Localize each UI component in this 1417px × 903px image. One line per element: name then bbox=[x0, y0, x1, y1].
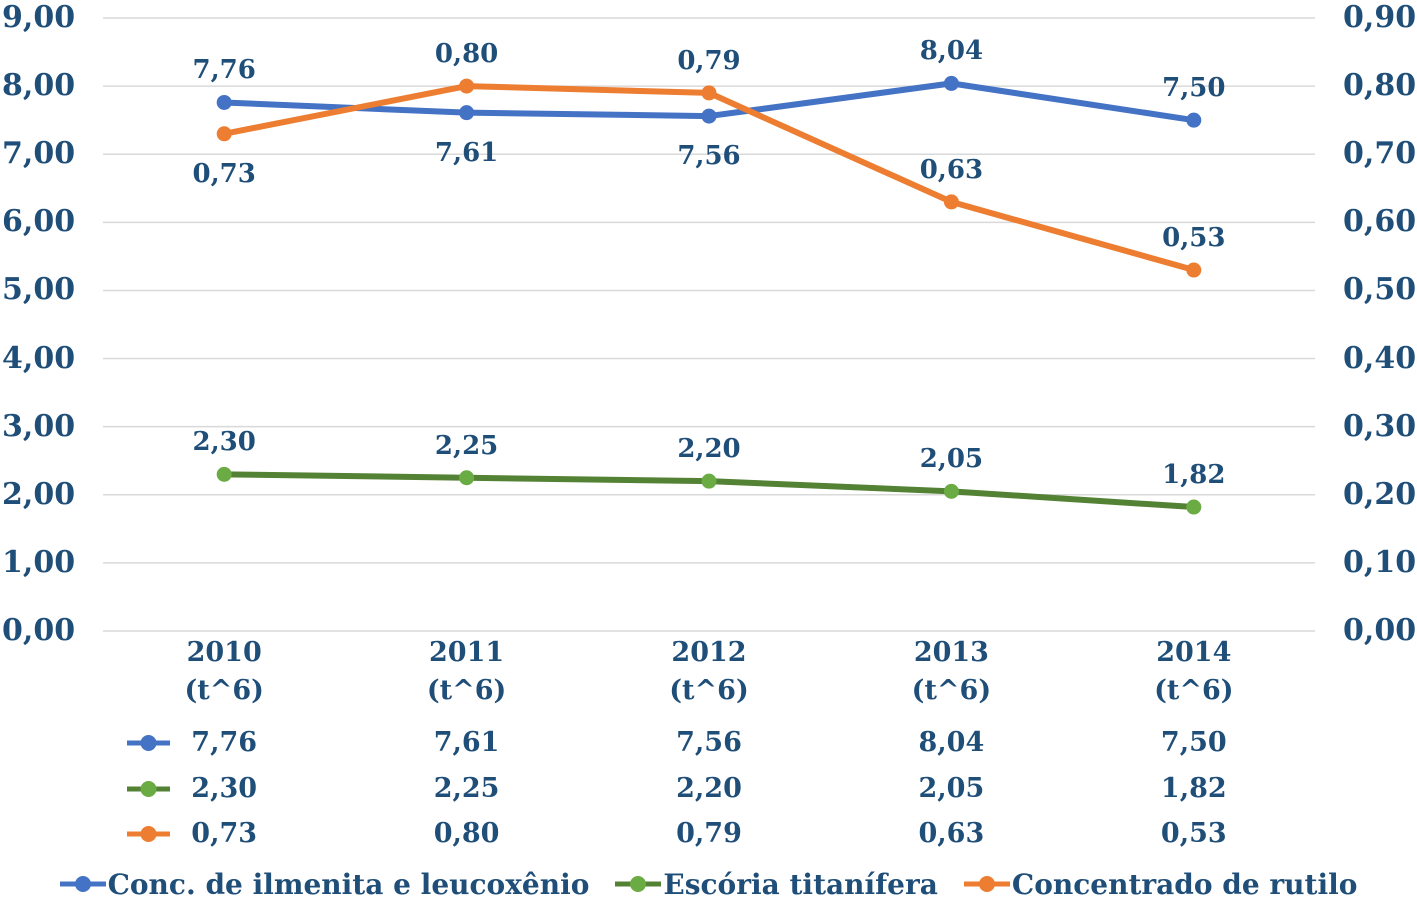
series-marker bbox=[943, 194, 959, 210]
left-axis-tick: 1,00 bbox=[2, 544, 76, 580]
table-value: 1,82 bbox=[1160, 773, 1227, 804]
left-axis-tick: 8,00 bbox=[2, 68, 76, 104]
series-marker bbox=[1186, 262, 1202, 278]
legend-item-2: Concentrado de rutilo bbox=[963, 867, 1358, 901]
legend-label: Escória titanífera bbox=[663, 867, 938, 901]
left-axis-tick: 0,00 bbox=[2, 613, 76, 648]
data-label: 0,73 bbox=[192, 158, 256, 189]
left-axis-tick: 4,00 bbox=[2, 340, 76, 376]
left-axis-tick: 9,00 bbox=[2, 0, 76, 35]
left-axis-tick: 7,00 bbox=[2, 136, 76, 172]
right-axis-tick: 0,90 bbox=[1343, 0, 1417, 35]
legend-key-icon bbox=[963, 876, 1010, 892]
right-axis-tick: 0,70 bbox=[1343, 136, 1417, 172]
right-axis-tick: 0,10 bbox=[1343, 544, 1417, 580]
right-axis-tick: 0,30 bbox=[1343, 408, 1417, 444]
right-axis-tick: 0,00 bbox=[1343, 613, 1417, 648]
data-label: 0,80 bbox=[434, 39, 499, 70]
x-category-year: 2012 bbox=[671, 637, 747, 668]
series-marker bbox=[701, 473, 717, 489]
right-axis-tick: 0,50 bbox=[1343, 272, 1417, 308]
data-label: 7,50 bbox=[1162, 73, 1226, 104]
left-axis-tick: 3,00 bbox=[2, 408, 76, 444]
table-value: 7,50 bbox=[1160, 727, 1227, 758]
table-value: 2,25 bbox=[433, 773, 500, 804]
legend: Conc. de ilmenita e leucoxênio Escória ti… bbox=[0, 864, 1417, 903]
legend-item-1: Escória titanífera bbox=[615, 868, 938, 901]
right-axis-tick: 0,20 bbox=[1343, 476, 1417, 512]
data-label: 8,04 bbox=[919, 36, 984, 67]
legend-label: Conc. de ilmenita e leucoxênio bbox=[107, 867, 590, 901]
legend-key-icon bbox=[615, 876, 662, 892]
left-axis-tick: 2,00 bbox=[2, 476, 76, 512]
data-label: 7,76 bbox=[192, 55, 256, 86]
series-marker bbox=[1186, 499, 1202, 515]
table-key-marker bbox=[140, 735, 157, 751]
x-category-unit: (t^6) bbox=[426, 675, 507, 706]
legend-key-icon bbox=[59, 876, 106, 892]
x-category-year: 2013 bbox=[913, 637, 989, 668]
series-marker bbox=[459, 78, 475, 94]
table-value: 2,20 bbox=[676, 773, 742, 804]
x-category-unit: (t^6) bbox=[184, 675, 264, 706]
data-label: 2,20 bbox=[677, 434, 741, 465]
table-value: 0,63 bbox=[918, 818, 985, 849]
x-category-year: 2011 bbox=[429, 637, 505, 668]
table-value: 7,56 bbox=[676, 727, 742, 758]
left-axis-tick: 6,00 bbox=[2, 204, 76, 240]
table-value: 7,76 bbox=[191, 727, 258, 758]
table-value: 0,80 bbox=[433, 818, 500, 849]
legend-label: Concentrado de rutilo bbox=[1011, 867, 1358, 901]
data-label: 0,79 bbox=[677, 45, 741, 76]
x-category-year: 2014 bbox=[1156, 637, 1232, 668]
table-key-marker bbox=[140, 781, 157, 797]
right-axis-tick: 0,80 bbox=[1343, 68, 1417, 104]
data-label: 2,30 bbox=[192, 427, 256, 458]
legend-item-0: Conc. de ilmenita e leucoxênio bbox=[59, 867, 590, 901]
table-value: 2,30 bbox=[191, 773, 258, 804]
data-label: 0,63 bbox=[919, 154, 984, 185]
x-category-unit: (t^6) bbox=[911, 675, 992, 706]
data-label: 0,53 bbox=[1162, 223, 1226, 253]
series-marker bbox=[943, 483, 959, 499]
right-axis-tick: 0,40 bbox=[1343, 340, 1417, 376]
series-marker bbox=[459, 105, 475, 121]
x-category-year: 2010 bbox=[186, 637, 262, 668]
series-marker bbox=[216, 94, 232, 110]
data-label: 2,05 bbox=[919, 444, 984, 475]
data-label: 1,82 bbox=[1162, 460, 1226, 491]
table-key-marker bbox=[140, 826, 157, 842]
table-value: 8,04 bbox=[918, 727, 985, 758]
series-marker bbox=[701, 85, 717, 101]
table-value: 0,53 bbox=[1160, 818, 1227, 849]
table-value: 0,79 bbox=[676, 818, 742, 849]
data-label: 7,61 bbox=[434, 137, 499, 168]
data-label: 2,25 bbox=[434, 430, 499, 461]
series-marker bbox=[216, 126, 232, 142]
series-marker bbox=[459, 470, 475, 486]
x-category-unit: (t^6) bbox=[1154, 675, 1234, 706]
data-label: 7,56 bbox=[677, 141, 741, 172]
table-value: 0,73 bbox=[191, 818, 258, 849]
x-category-unit: (t^6) bbox=[669, 675, 749, 706]
series-marker bbox=[943, 75, 959, 91]
table-value: 7,61 bbox=[433, 727, 500, 758]
left-axis-tick: 5,00 bbox=[2, 272, 76, 308]
series-marker bbox=[701, 108, 717, 124]
series-marker bbox=[216, 466, 232, 482]
right-axis-tick: 0,60 bbox=[1343, 204, 1417, 240]
table-value: 2,05 bbox=[918, 773, 985, 804]
series-marker bbox=[1186, 112, 1202, 128]
